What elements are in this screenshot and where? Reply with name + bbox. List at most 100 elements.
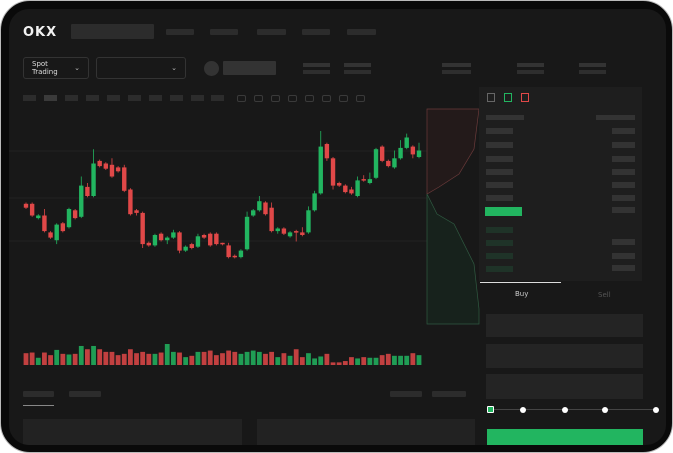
volume-bar (207, 350, 213, 365)
volume-bar (109, 351, 115, 365)
volume-bar (306, 353, 311, 365)
volume-bar (158, 352, 164, 365)
slider-step-75[interactable] (602, 407, 608, 413)
volume-bar (342, 361, 348, 365)
volume-bar (293, 349, 299, 365)
nav-item[interactable] (210, 29, 238, 35)
volume-bar (42, 352, 47, 365)
ask-amount (612, 142, 635, 148)
price-input[interactable] (486, 314, 643, 337)
bid-price (486, 266, 513, 272)
timeframe-button[interactable] (23, 95, 36, 101)
candle-body (373, 149, 379, 178)
volume-bar (281, 353, 287, 365)
pair-select[interactable]: ⌄ (96, 57, 186, 79)
orderbook-both-icon[interactable] (487, 93, 495, 102)
volume-bar (48, 355, 53, 365)
volume-bar (115, 355, 121, 365)
buy-button[interactable] (487, 429, 643, 445)
tab-underline (23, 405, 54, 406)
draw-icon[interactable] (305, 95, 314, 102)
measure-icon[interactable] (322, 95, 331, 102)
candle-body (293, 231, 299, 233)
candle-body (355, 180, 360, 196)
volume-bar (164, 344, 170, 365)
okx-logo[interactable]: OKX (23, 25, 58, 40)
volume-bar (103, 351, 109, 365)
slider-handle[interactable] (487, 406, 494, 413)
volume-bar (29, 352, 35, 365)
orderbook-sell-icon[interactable] (521, 93, 529, 102)
stat-label (517, 63, 544, 67)
bid-amount (612, 265, 635, 271)
timeframe-button[interactable] (107, 95, 120, 101)
timeframe-button[interactable] (149, 95, 162, 101)
volume-bar (324, 353, 330, 365)
candle-body (195, 236, 201, 247)
tab-order-history[interactable] (69, 391, 101, 397)
indicator-icon[interactable] (237, 95, 246, 102)
ask-amount (612, 182, 635, 188)
amount-input[interactable] (486, 344, 643, 368)
timeframe-button[interactable] (65, 95, 78, 101)
volume-bar (140, 351, 146, 365)
amount-slider-track[interactable] (491, 409, 657, 410)
timeframe-button[interactable] (86, 95, 99, 101)
volume-bar (336, 362, 342, 365)
candle-body (85, 186, 90, 196)
candle-body (72, 210, 78, 219)
chart-type-icon[interactable] (254, 95, 263, 102)
search-bar[interactable] (71, 24, 154, 39)
nav-item[interactable] (302, 29, 330, 35)
timeframe-button[interactable] (211, 95, 224, 101)
volume-bar (367, 357, 373, 365)
orderbook-buy-icon[interactable] (504, 93, 512, 102)
timeframe-button[interactable] (128, 95, 141, 101)
volume-bar (97, 349, 103, 365)
candle-body (361, 179, 366, 181)
chevron-down-icon: ⌄ (171, 64, 177, 72)
candle-body (379, 146, 385, 161)
filter-button[interactable] (432, 391, 466, 397)
ask-price (486, 195, 513, 201)
candle-body (201, 235, 207, 238)
line-icon[interactable] (288, 95, 297, 102)
candle-body (392, 158, 397, 168)
fullscreen-icon[interactable] (356, 95, 365, 102)
tab-buy[interactable]: Buy (515, 290, 529, 298)
ask-price (486, 156, 513, 162)
volume-bar (121, 353, 127, 365)
nav-item[interactable] (166, 29, 194, 35)
candle-body (275, 228, 280, 232)
total-input[interactable] (486, 374, 643, 399)
bid-price (486, 240, 513, 246)
volume-bar (54, 349, 60, 365)
nav-item[interactable] (347, 29, 376, 35)
candle-body (103, 163, 109, 169)
tab-open-orders[interactable] (23, 391, 54, 397)
candlestick-chart[interactable] (9, 9, 666, 445)
timeframe-button[interactable] (191, 95, 204, 101)
ask-amount (612, 128, 635, 134)
candle-body (220, 242, 225, 245)
tab-sell[interactable]: Sell (598, 291, 611, 299)
nav-item[interactable] (257, 29, 286, 35)
slider-step-100[interactable] (653, 407, 659, 413)
timeframe-button[interactable] (44, 95, 57, 101)
candle-body (60, 223, 66, 232)
ask-amount (612, 195, 635, 201)
candle-body (281, 228, 287, 234)
coin-icon (204, 61, 219, 76)
candle-body (343, 185, 348, 193)
slider-step-25[interactable] (520, 407, 526, 413)
magnet-icon[interactable] (339, 95, 348, 102)
stat-label (579, 63, 606, 67)
mode-select[interactable]: Spot Trading ⌄ (23, 57, 89, 79)
volume-bar (152, 353, 158, 365)
settings-icon[interactable] (271, 95, 280, 102)
slider-step-50[interactable] (562, 407, 568, 413)
volume-bar (361, 357, 367, 365)
filter-button[interactable] (390, 391, 422, 397)
volume-bar (226, 350, 232, 365)
timeframe-button[interactable] (170, 95, 183, 101)
